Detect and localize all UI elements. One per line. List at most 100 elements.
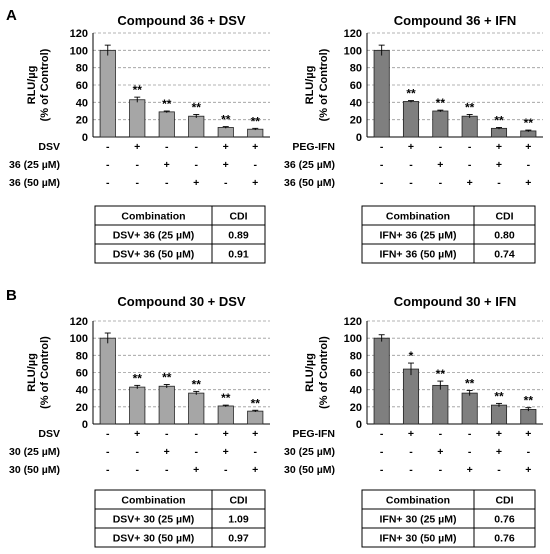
- condition-mark: +: [193, 464, 199, 476]
- table-cell-combination: DSV+ 30 (25 µM): [113, 514, 195, 526]
- bar: [129, 386, 146, 425]
- bar: [247, 410, 264, 425]
- table-cell-combination: IFN+ 36 (50 µM): [380, 249, 457, 261]
- condition-mark: -: [439, 177, 443, 189]
- table-cell-cdi: 0.91: [228, 249, 249, 261]
- y-tick-label: 40: [350, 97, 362, 109]
- y-axis-label-units: (% of Control): [318, 336, 330, 409]
- y-axis-label-units: (% of Control): [39, 48, 51, 121]
- table-cell-combination: DSV+ 30 (50 µM): [113, 533, 195, 545]
- bar: [158, 385, 175, 425]
- y-axis-label: RLU/µg: [304, 66, 316, 105]
- condition-mark: -: [106, 159, 110, 171]
- condition-mark: -: [527, 159, 531, 171]
- condition-mark: -: [165, 464, 169, 476]
- condition-mark: -: [136, 177, 140, 189]
- condition-label: DSV: [38, 428, 60, 440]
- condition-mark: -: [254, 446, 258, 458]
- condition-mark: -: [439, 141, 443, 153]
- chart-title: Compound 36 + IFN: [394, 13, 516, 28]
- bar: [432, 110, 449, 138]
- y-tick-label: 80: [350, 350, 362, 362]
- y-axis-label-units: (% of Control): [318, 48, 330, 121]
- condition-mark: -: [497, 464, 501, 476]
- condition-mark: -: [409, 446, 413, 458]
- condition-mark: -: [195, 159, 199, 171]
- condition-mark: -: [380, 177, 384, 189]
- significance-label: **: [436, 96, 446, 110]
- bar: [217, 405, 234, 425]
- y-tick-label: 80: [350, 63, 362, 75]
- table-header: Combination: [386, 495, 450, 507]
- bar: [490, 404, 508, 425]
- significance-label: **: [133, 83, 143, 97]
- significance-label: **: [524, 116, 534, 130]
- significance-label: **: [192, 100, 202, 114]
- condition-mark: +: [223, 141, 229, 153]
- significance-label: **: [251, 114, 261, 128]
- condition-mark: -: [254, 159, 258, 171]
- y-tick-label: 100: [70, 333, 88, 345]
- condition-mark: -: [106, 141, 110, 153]
- bar: [461, 392, 478, 425]
- condition-mark: +: [437, 159, 443, 171]
- significance-label: **: [494, 113, 504, 127]
- condition-mark: -: [439, 464, 443, 476]
- condition-mark: -: [165, 428, 169, 440]
- condition-mark: -: [468, 428, 472, 440]
- table-cell-cdi: 0.76: [494, 533, 515, 545]
- condition-mark: +: [252, 177, 258, 189]
- y-tick-label: 0: [82, 419, 88, 431]
- condition-mark: +: [223, 159, 229, 171]
- significance-label: **: [221, 113, 231, 127]
- condition-label: 30 (50 µM): [284, 464, 335, 476]
- condition-mark: -: [106, 446, 110, 458]
- table-cell-cdi: 0.76: [494, 514, 515, 526]
- table-header: Combination: [121, 495, 185, 507]
- condition-mark: -: [380, 464, 384, 476]
- condition-mark: +: [496, 428, 502, 440]
- condition-mark: -: [224, 464, 228, 476]
- table-header: CDI: [495, 495, 513, 507]
- chart-3: Compound 30 + DSV 0 20 40 60 80 100 120 RLU/µg (%…: [9, 294, 270, 548]
- y-tick-label: 80: [76, 350, 88, 362]
- table-cell-cdi: 0.89: [228, 230, 249, 242]
- y-axis-label: RLU/µg: [26, 66, 38, 105]
- condition-mark: +: [408, 428, 414, 440]
- y-tick-label: 0: [82, 132, 88, 144]
- condition-mark: -: [468, 159, 472, 171]
- bar: [129, 99, 146, 138]
- y-tick-label: 40: [350, 385, 362, 397]
- bar: [158, 111, 175, 138]
- condition-mark: -: [468, 446, 472, 458]
- table-cell-cdi: 0.80: [494, 230, 515, 242]
- condition-mark: +: [525, 141, 531, 153]
- y-axis-label: RLU/µg: [26, 353, 38, 392]
- table-header: CDI: [229, 211, 247, 223]
- condition-mark: -: [380, 141, 384, 153]
- significance-label: **: [406, 87, 416, 101]
- chart-1: Compound 36 + DSV 0 20 40 60 80 100 120 RLU/µg (%…: [9, 13, 270, 264]
- condition-mark: -: [380, 446, 384, 458]
- chart-title: Compound 36 + DSV: [117, 13, 246, 28]
- table-cell-combination: IFN+ 36 (25 µM): [380, 230, 457, 242]
- table-header: CDI: [495, 211, 513, 223]
- condition-mark: -: [409, 464, 413, 476]
- y-tick-label: 20: [76, 115, 88, 127]
- significance-label: **: [133, 371, 143, 385]
- condition-mark: -: [195, 428, 199, 440]
- cdi-table: [361, 489, 536, 548]
- significance-label: **: [494, 389, 504, 403]
- table-cell-combination: DSV+ 36 (50 µM): [113, 249, 195, 261]
- bar: [520, 130, 537, 138]
- condition-label: DSV: [38, 141, 60, 153]
- y-tick-label: 120: [344, 28, 362, 40]
- table-header: Combination: [386, 211, 450, 223]
- y-tick-label: 40: [76, 385, 88, 397]
- condition-label: 30 (50 µM): [9, 464, 60, 476]
- y-tick-label: 60: [76, 80, 88, 92]
- chart-title: Compound 30 + IFN: [394, 294, 516, 309]
- condition-label: 36 (50 µM): [9, 177, 60, 189]
- condition-label: 36 (50 µM): [284, 177, 335, 189]
- table-header: CDI: [229, 495, 247, 507]
